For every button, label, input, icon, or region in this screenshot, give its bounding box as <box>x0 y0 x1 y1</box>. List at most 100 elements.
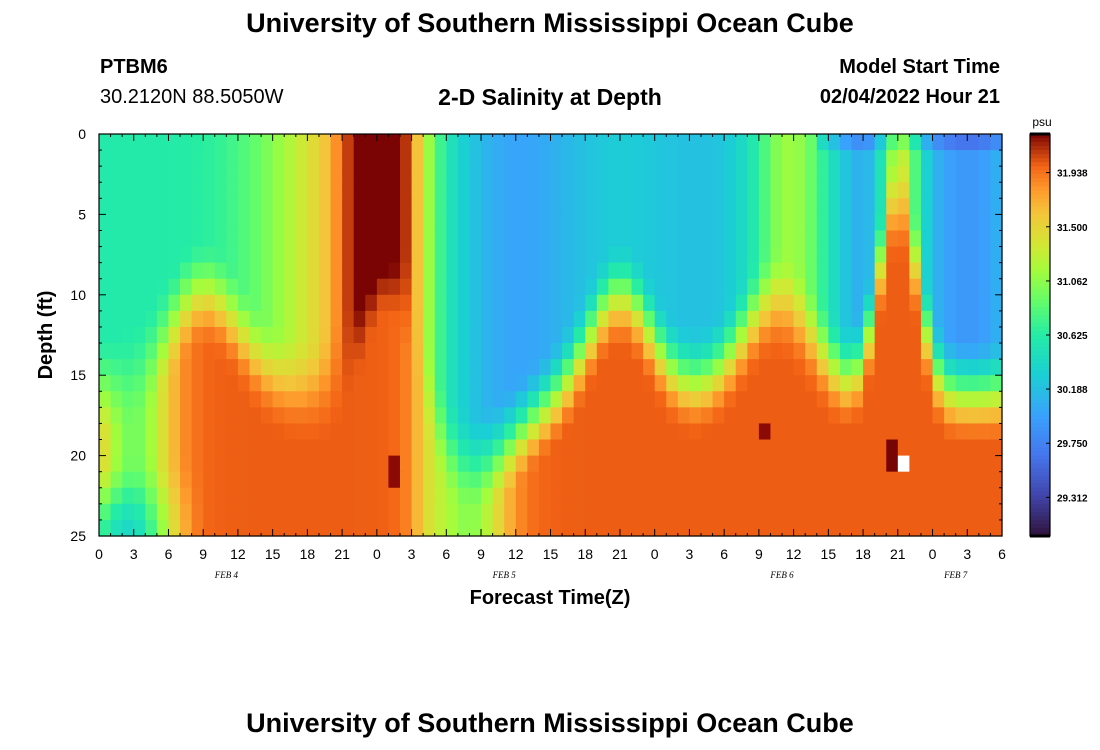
heatmap-cell <box>122 150 135 167</box>
x-tick-label: 3 <box>963 546 971 562</box>
heatmap-cell <box>122 310 135 328</box>
heatmap-cell <box>168 519 181 537</box>
heatmap-cell <box>863 439 876 457</box>
heatmap-cell <box>643 278 656 296</box>
heatmap-cell <box>932 343 945 360</box>
heatmap-cell <box>585 423 598 441</box>
heatmap-cell <box>295 294 308 312</box>
heatmap-cell <box>596 310 609 328</box>
heatmap-cell <box>978 407 992 425</box>
heatmap-cell <box>272 487 285 505</box>
heatmap-cell <box>897 182 910 199</box>
heatmap-cell <box>481 214 494 232</box>
heatmap-cell <box>237 326 251 344</box>
heatmap-cell <box>608 294 621 312</box>
heatmap-cell <box>677 503 691 521</box>
heatmap-cell <box>909 375 922 392</box>
heatmap-cell <box>967 326 980 344</box>
x-tick-label: 15 <box>543 546 559 562</box>
heatmap-cell <box>758 230 772 248</box>
x-tick-label: 9 <box>755 546 763 562</box>
heatmap-cell <box>237 214 251 232</box>
heatmap-cell <box>400 407 413 425</box>
heatmap-cell <box>180 471 193 489</box>
heatmap-cell <box>469 182 482 199</box>
heatmap-cell <box>481 230 494 248</box>
heatmap-cell <box>944 262 957 280</box>
heatmap-cell <box>133 166 146 183</box>
heatmap-cell <box>457 182 471 199</box>
heatmap-cell <box>631 455 644 473</box>
heatmap-cell <box>203 359 216 376</box>
heatmap-cell <box>677 262 691 280</box>
heatmap-cell <box>573 198 586 215</box>
heatmap-cell <box>434 487 447 505</box>
heatmap-cell <box>978 230 992 248</box>
heatmap-cell <box>180 455 193 473</box>
heatmap-cell <box>920 375 934 392</box>
heatmap-cell <box>967 150 980 167</box>
heatmap-cell <box>527 310 540 328</box>
heatmap-cell <box>863 359 876 376</box>
heatmap-cell <box>527 230 540 248</box>
heatmap-cell <box>318 391 332 408</box>
heatmap-cell <box>724 423 737 441</box>
heatmap-cell <box>330 278 343 296</box>
heatmap-cell <box>654 262 667 280</box>
heatmap-cell <box>214 407 227 425</box>
heatmap-cell <box>735 214 748 232</box>
heatmap-cell <box>515 150 528 167</box>
heatmap-cell <box>191 439 204 457</box>
heatmap-cell <box>411 471 424 489</box>
heatmap-cell <box>643 407 656 425</box>
heatmap-cell <box>712 278 725 296</box>
heatmap-cell <box>654 214 667 232</box>
heatmap-cell <box>527 294 540 312</box>
heatmap-cell <box>145 455 158 473</box>
heatmap-cell <box>214 230 227 248</box>
heatmap-cell <box>863 182 876 199</box>
heatmap-cell <box>851 262 864 280</box>
colorbar-segment <box>1030 363 1050 368</box>
heatmap-cell <box>457 455 471 473</box>
heatmap-cell <box>156 182 170 199</box>
heatmap-cell <box>133 359 146 376</box>
heatmap-cell <box>110 310 123 328</box>
x-tick-label: 0 <box>373 546 381 562</box>
heatmap-cell <box>573 391 586 408</box>
heatmap-cell <box>122 262 135 280</box>
heatmap-cell <box>909 166 922 183</box>
heatmap-cell <box>353 519 366 537</box>
heatmap-cell <box>608 503 621 521</box>
heatmap-cell <box>944 375 957 392</box>
heatmap-cell <box>504 230 517 248</box>
heatmap-cell <box>226 439 239 457</box>
colorbar-segment <box>1030 186 1050 191</box>
heatmap-cell <box>585 375 598 392</box>
heatmap-cell <box>423 375 436 392</box>
x-axis-title: Forecast Time(Z) <box>470 587 631 609</box>
heatmap-cell <box>237 503 251 521</box>
heatmap-cell <box>237 343 251 360</box>
heatmap-cell <box>990 230 1003 248</box>
heatmap-cell <box>747 214 760 232</box>
heatmap-cell <box>886 134 899 151</box>
colorbar-segment <box>1030 166 1050 171</box>
heatmap-cell <box>388 198 401 215</box>
heatmap-cell <box>272 343 285 360</box>
colorbar-segment <box>1030 407 1050 412</box>
heatmap-cell <box>515 343 528 360</box>
heatmap-cell <box>920 150 934 167</box>
heatmap-cell <box>237 391 251 408</box>
heatmap-cell <box>944 198 957 215</box>
heatmap-cell <box>770 166 783 183</box>
heatmap-cell <box>689 182 702 199</box>
heatmap-cell <box>156 230 170 248</box>
date-label: FEB 7 <box>943 570 968 580</box>
colorbar-segment <box>1030 150 1050 155</box>
heatmap-cell <box>237 455 251 473</box>
heatmap-cell <box>782 214 795 232</box>
heatmap-cell <box>643 134 656 151</box>
heatmap-cell <box>156 214 170 232</box>
heatmap-cell <box>203 343 216 360</box>
